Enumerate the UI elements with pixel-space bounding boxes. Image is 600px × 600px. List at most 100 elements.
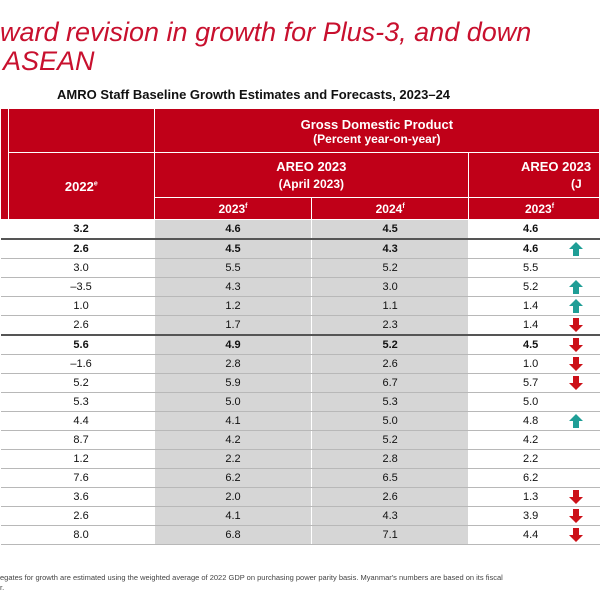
- table-row: 1.2 2.2 2.8 2.2: [0, 449, 600, 469]
- table-row: 8.7 4.2 5.2 4.2: [0, 430, 600, 450]
- cell-apr-2024-value: 6.5: [382, 472, 398, 484]
- cell-apr-2023-value: 4.3: [225, 281, 241, 293]
- cell-2022-value: 2.6: [73, 243, 89, 255]
- row-stub-cell: [0, 525, 9, 545]
- cell-apr-2024: 5.0: [311, 411, 469, 431]
- cell-apr-2024-value: 3.0: [382, 281, 398, 293]
- cell-jul-2023-value: 1.3: [522, 491, 539, 503]
- cell-apr-2023-value: 1.2: [225, 300, 241, 312]
- row-stub-cell: [0, 315, 9, 336]
- cell-apr-2024-value: 2.6: [382, 358, 398, 370]
- table-row: 3.0 5.5 5.2 5.5: [0, 258, 600, 278]
- cell-jul-2023: 4.6: [468, 238, 600, 259]
- table-row: –1.6 2.8 2.6 1.0: [0, 354, 600, 374]
- cell-jul-2023-value: 4.5: [522, 339, 539, 351]
- cell-2022: 8.7: [8, 430, 155, 450]
- row-stub-cell: [0, 334, 9, 355]
- table-row: 2.6 4.5 4.3 4.6: [0, 238, 600, 259]
- cell-2022: 5.6: [8, 334, 155, 355]
- footnote-line-1: egates for growth are estimated using th…: [0, 573, 503, 582]
- cell-jul-2023-value: 4.6: [522, 243, 539, 255]
- cell-apr-2023: 1.7: [153, 315, 313, 336]
- cell-2022-value: 2.6: [73, 319, 89, 331]
- cell-apr-2024-value: 7.1: [382, 529, 398, 541]
- areo-april-title: AREO 2023: [276, 159, 347, 174]
- cell-apr-2023: 4.3: [153, 277, 313, 297]
- cell-apr-2023: 5.5: [153, 258, 313, 278]
- cell-apr-2023: 4.1: [153, 506, 313, 526]
- cell-apr-2024-value: 5.2: [382, 434, 398, 446]
- cell-2022: 2.6: [8, 506, 155, 526]
- areo-july-date: (J: [570, 177, 582, 191]
- row-stub-cell: [0, 238, 9, 259]
- cell-jul-2023: 1.4: [468, 315, 600, 336]
- growth-table: Gross Domestic Product (Percent year-on-…: [0, 108, 600, 545]
- row-stub-cell: [0, 411, 9, 431]
- gdp-header-title: Gross Domestic Product: [300, 117, 454, 132]
- arrow-up-icon: [568, 414, 583, 428]
- cell-apr-2024-value: 5.3: [382, 396, 398, 408]
- cell-apr-2023: 4.9: [153, 334, 313, 355]
- cell-apr-2023-value: 4.1: [225, 510, 241, 522]
- row-stub-cell: [0, 392, 9, 412]
- cell-apr-2023: 2.2: [153, 449, 313, 469]
- cell-apr-2023-value: 6.2: [225, 472, 241, 484]
- cell-apr-2024-value: 4.3: [382, 510, 398, 522]
- cell-apr-2023-value: 2.0: [225, 491, 241, 503]
- row-stub-cell: [0, 449, 9, 469]
- cell-apr-2024-value: 5.0: [382, 415, 398, 427]
- cell-2022: 2.6: [8, 315, 155, 336]
- cell-apr-2023: 1.2: [153, 296, 313, 316]
- cell-2022: 7.6: [8, 468, 155, 488]
- cell-2022: 2.6: [8, 238, 155, 259]
- arrow-up-icon: [568, 299, 583, 313]
- cell-jul-2023-value: 1.4: [522, 300, 539, 312]
- cell-apr-2023-value: 4.9: [225, 339, 241, 351]
- cell-apr-2024: 1.1: [311, 296, 469, 316]
- row-stub-cell: [0, 506, 9, 526]
- cell-apr-2024: 5.2: [311, 430, 469, 450]
- cell-apr-2023-value: 5.5: [225, 262, 241, 274]
- cell-apr-2024-value: 6.7: [382, 377, 398, 389]
- row-stub-cell: [0, 487, 9, 507]
- cell-apr-2023: 6.8: [153, 525, 313, 545]
- cell-jul-2023-value: 5.7: [522, 377, 539, 389]
- row-stub-cell: [0, 373, 9, 393]
- footnote-line-2: r.: [0, 583, 5, 592]
- table-subtitle: AMRO Staff Baseline Growth Estimates and…: [57, 87, 451, 102]
- row-stub-cell: [0, 430, 9, 450]
- cell-apr-2024: 5.2: [311, 334, 469, 355]
- row-stub-cell: [0, 468, 9, 488]
- header-row-years: 2023f 2024f 2023f: [1, 197, 600, 220]
- cell-2022: 3.0: [8, 258, 155, 278]
- header-stub-cell: [0, 108, 9, 220]
- cell-2022-value: 7.6: [73, 472, 89, 484]
- cell-apr-2023: 4.5: [153, 238, 313, 259]
- cell-apr-2024: 3.0: [311, 277, 469, 297]
- row-stub-cell: [0, 354, 9, 374]
- cell-apr-2023: 4.1: [153, 411, 313, 431]
- cell-2022: 8.0: [8, 525, 155, 545]
- cell-jul-2023: 5.2: [468, 277, 600, 297]
- cell-apr-2024: 4.3: [311, 506, 469, 526]
- slide-title-line-1: ward revision in growth for Plus-3, and …: [0, 17, 532, 47]
- cell-apr-2023: 5.0: [153, 392, 313, 412]
- col-header-jul-2023: 2023f: [467, 197, 600, 220]
- cell-apr-2024-value: 2.3: [382, 319, 398, 331]
- cell-apr-2023-value: 6.8: [225, 529, 241, 541]
- cell-apr-2024: 4.5: [311, 219, 469, 240]
- cell-2022-value: 5.6: [73, 339, 89, 351]
- header-blank-cell: [7, 108, 155, 153]
- cell-apr-2024-value: 4.5: [382, 223, 398, 235]
- row-stub-cell: [0, 219, 9, 240]
- table-body: 3.2 4.6 4.5 4.6 2.6 4.5 4.3 4.6 3.0 5.5 5.2 5.5 –3.5…: [0, 219, 600, 545]
- cell-jul-2023-value: 1.4: [522, 319, 539, 331]
- arrow-down-icon: [568, 376, 583, 390]
- table-row: 2.6 4.1 4.3 3.9: [0, 506, 600, 526]
- cell-jul-2023: 4.5: [468, 334, 600, 355]
- cell-2022: –1.6: [8, 354, 155, 374]
- col-header-apr-2023: 2023f: [153, 197, 313, 220]
- cell-apr-2024: 2.3: [311, 315, 469, 336]
- cell-jul-2023: 1.4: [468, 296, 600, 316]
- col-header-apr-2024: 2024f: [311, 197, 469, 220]
